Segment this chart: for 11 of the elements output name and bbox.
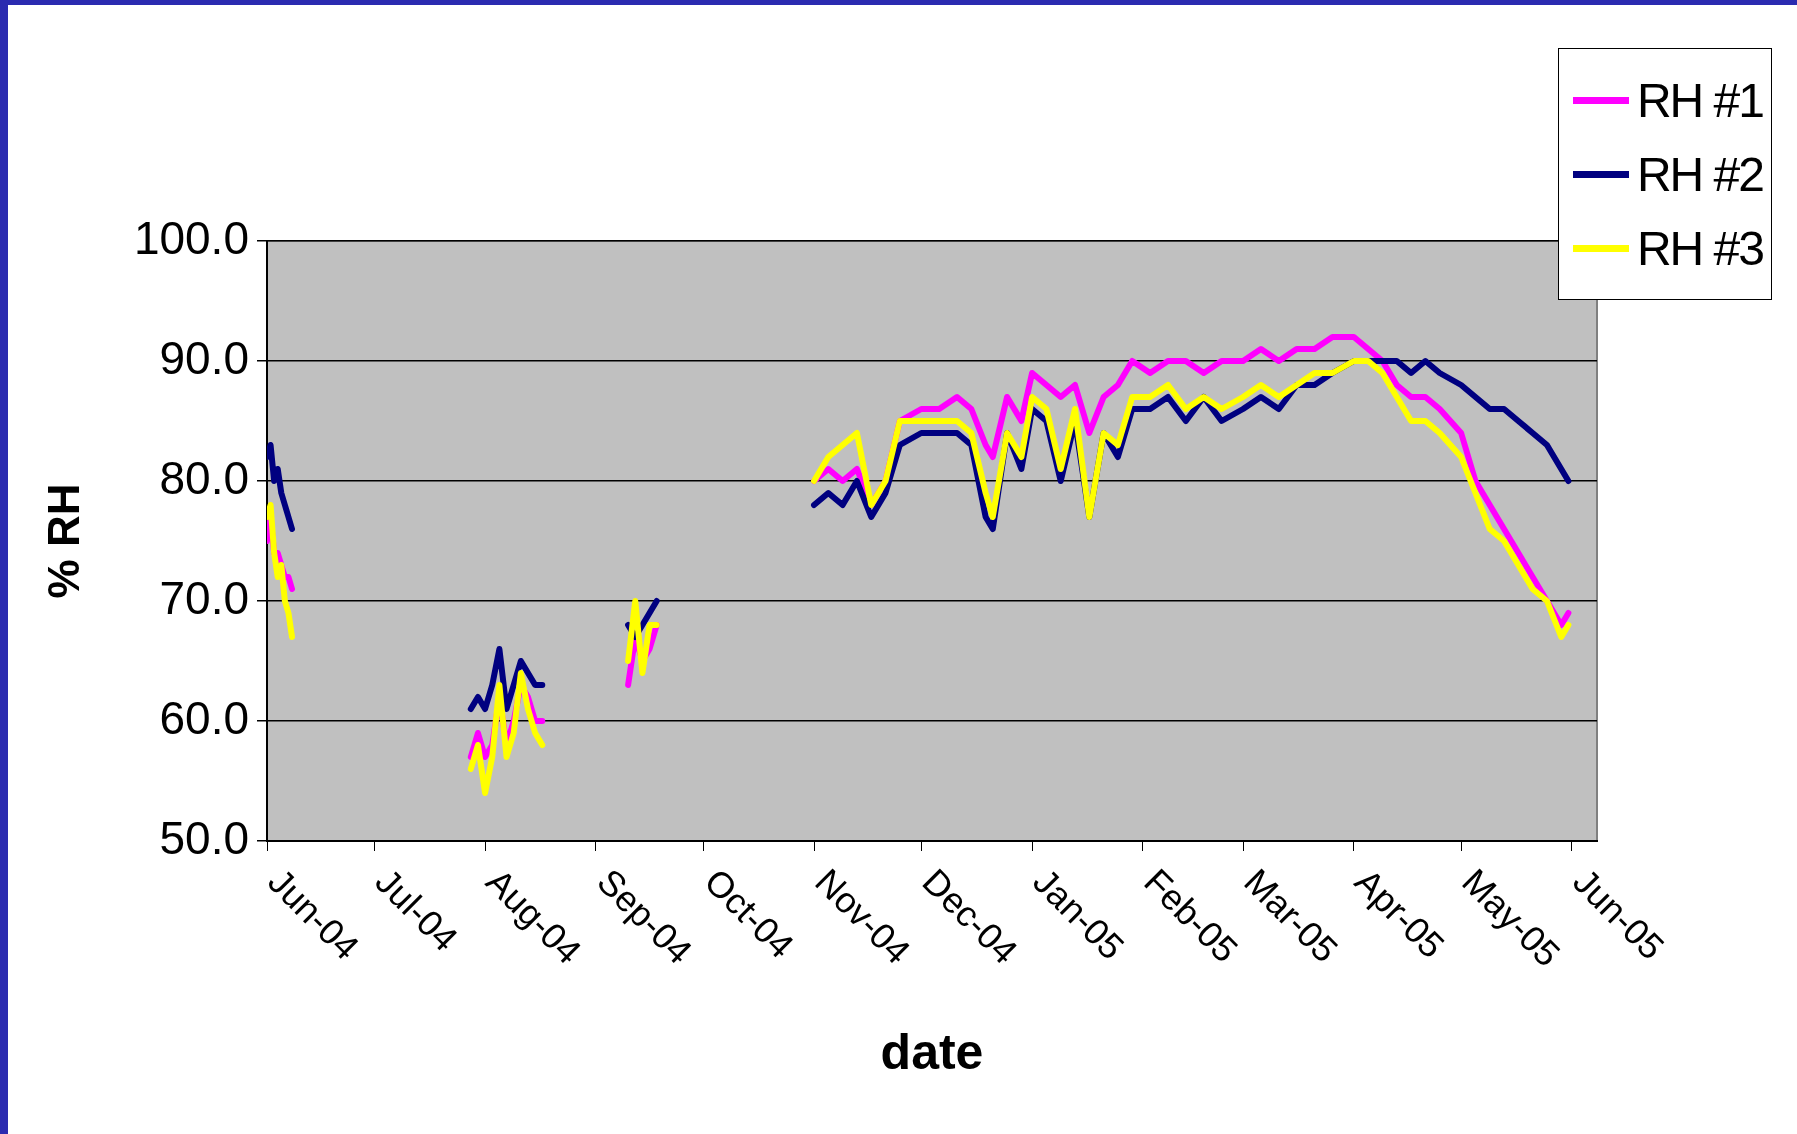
y-tick-label: 100.0 (133, 211, 249, 264)
y-tick-label: 70.0 (159, 571, 249, 624)
legend-label: RH #1 (1636, 72, 1763, 128)
legend-label: RH #3 (1636, 220, 1763, 276)
y-axis-title: % RH (38, 483, 88, 599)
y-tick-label: 90.0 (159, 331, 249, 384)
y-tick-label: 60.0 (159, 691, 249, 744)
y-tick-label: 80.0 (159, 451, 249, 504)
legend-label: RH #2 (1636, 146, 1763, 202)
x-axis-title: date (880, 1023, 984, 1080)
y-tick-label: 50.0 (159, 811, 249, 864)
